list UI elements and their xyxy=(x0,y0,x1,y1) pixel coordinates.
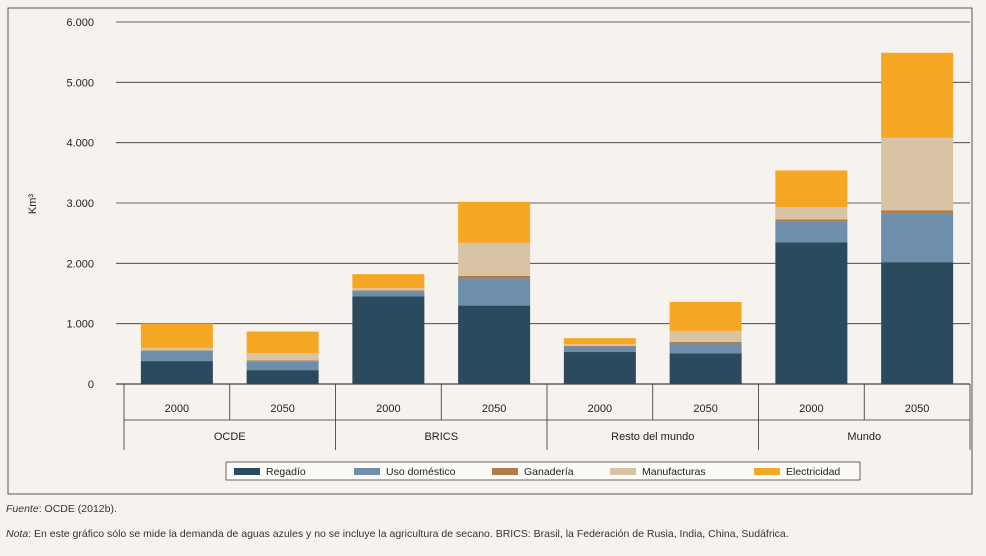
bar-segment xyxy=(140,350,213,351)
legend-label: Electricidad xyxy=(786,466,840,478)
bar-segment xyxy=(458,201,531,243)
y-axis-label: Km³ xyxy=(27,194,39,215)
x-tick-label: 2050 xyxy=(693,403,717,415)
bar-segment xyxy=(563,352,636,384)
x-tick-label: 2000 xyxy=(588,403,612,415)
bar-segment xyxy=(563,344,636,346)
bar-segment xyxy=(352,296,425,384)
bar-segment xyxy=(669,342,742,354)
note-text: Nota: En este gráfico sólo se mide la de… xyxy=(6,528,976,540)
stacked-bar-chart: 0 1.000 2.000 3.000 4.000 5.000 6.000 Km³ 2000 20… xyxy=(7,7,973,495)
legend-swatch xyxy=(354,468,380,475)
bar-segment xyxy=(669,353,742,384)
group-label: BRICS xyxy=(424,431,458,443)
bar-segment xyxy=(246,353,319,361)
bar-segment xyxy=(669,341,742,343)
chart-frame xyxy=(7,7,973,495)
bar-segment xyxy=(881,213,954,263)
bar-segment xyxy=(352,290,425,292)
legend-box xyxy=(225,461,861,481)
y-tick-label: 3.000 xyxy=(66,198,94,210)
bar-segment xyxy=(352,291,425,297)
source-note: Fuente: OCDE (2012b). xyxy=(6,503,117,515)
note-body: : En este gráfico sólo se mide la demand… xyxy=(28,528,789,540)
bar-segment xyxy=(775,221,848,243)
legend-label: Uso doméstico xyxy=(386,466,456,478)
legend-swatch xyxy=(492,468,518,475)
group-label: OCDE xyxy=(214,431,246,443)
bar-segment xyxy=(563,345,636,347)
bar-segment xyxy=(669,301,742,331)
x-tick-label: 2050 xyxy=(482,403,506,415)
bar-segment xyxy=(246,360,319,362)
bar-segment xyxy=(775,242,848,384)
bar-segment xyxy=(563,338,636,345)
bar-segment xyxy=(140,350,213,362)
bar-segment xyxy=(775,219,848,222)
x-tick-label: 2050 xyxy=(270,403,294,415)
y-tick-label: 0 xyxy=(88,379,94,391)
bar-segment xyxy=(140,347,213,351)
y-tick-label: 6.000 xyxy=(66,17,94,29)
bar-segment xyxy=(775,207,848,220)
bar-segment xyxy=(881,52,954,138)
y-tick-label: 2.000 xyxy=(66,258,94,270)
bar-segment xyxy=(881,137,954,211)
bar-segment xyxy=(352,274,425,289)
bar-segment xyxy=(458,242,531,277)
legend-label: Manufacturas xyxy=(642,466,706,478)
bar-segment xyxy=(881,210,954,214)
bar-segment xyxy=(458,278,531,306)
bar-segment xyxy=(246,331,319,354)
x-tick-label: 2050 xyxy=(905,403,929,415)
legend-swatch xyxy=(610,468,636,475)
bar-segment xyxy=(563,346,636,353)
bar-segment xyxy=(458,276,531,279)
legend-swatch xyxy=(754,468,780,475)
x-tick-label: 2000 xyxy=(376,403,400,415)
note-label: Nota xyxy=(6,528,29,540)
bar-segment xyxy=(246,370,319,384)
bar-segment xyxy=(881,262,954,384)
source-label: Fuente xyxy=(6,503,39,515)
bar-segment xyxy=(246,361,319,371)
x-tick-label: 2000 xyxy=(165,403,189,415)
legend-label: Ganadería xyxy=(524,466,574,478)
bar-segment xyxy=(775,170,848,208)
group-label: Resto del mundo xyxy=(611,431,694,443)
bar-segment xyxy=(140,323,213,348)
bar-segment xyxy=(458,305,531,384)
legend-label: Regadío xyxy=(266,466,306,478)
y-tick-label: 4.000 xyxy=(66,138,94,150)
y-tick-label: 5.000 xyxy=(66,77,94,89)
legend-swatch xyxy=(234,468,260,475)
bar-segment xyxy=(669,330,742,342)
bar-segment xyxy=(140,361,213,384)
x-tick-label: 2000 xyxy=(799,403,823,415)
source-text: : OCDE (2012b). xyxy=(38,503,117,515)
y-tick-label: 1.000 xyxy=(66,319,94,331)
bar-segment xyxy=(352,288,425,291)
group-label: Mundo xyxy=(847,431,881,443)
